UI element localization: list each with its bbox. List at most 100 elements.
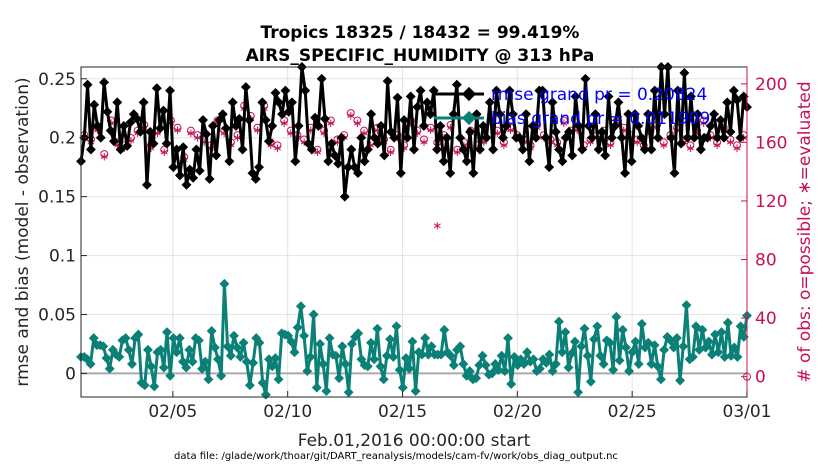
obs-possible-point [100, 150, 109, 159]
obs-evaluated-point: ∗ [632, 135, 642, 149]
y-right-tick-label: 200 [755, 75, 787, 95]
obs-evaluated-point: ∗ [492, 126, 502, 140]
bias-point [181, 362, 192, 373]
bias-point [499, 366, 510, 377]
bias-point [244, 380, 255, 391]
rmse-point [204, 174, 215, 184]
bias-point [158, 362, 169, 373]
bias-point [550, 359, 561, 369]
obs-possible-point [419, 135, 428, 144]
obs-possible-point [160, 145, 169, 154]
obs-possible-point [686, 141, 695, 150]
bias-point [362, 361, 373, 372]
rmse-point [263, 136, 274, 147]
bias-point [184, 344, 195, 355]
x-tick-label: 02/20 [493, 402, 542, 422]
chart-title-line1: Tropics 18325 / 18432 = 99.419% [261, 23, 580, 43]
rmse-point [326, 138, 337, 149]
rmse-point [679, 67, 690, 78]
rmse-point [188, 172, 199, 183]
bias-point [308, 309, 319, 320]
bias-point [197, 363, 208, 374]
obs-evaluated-point: ∗ [252, 123, 262, 137]
x-tick-label: 02/05 [148, 402, 197, 422]
rmse-point [273, 97, 284, 108]
rmse-point [168, 162, 179, 173]
rmse-point [540, 132, 551, 143]
rmse-point [468, 168, 479, 179]
bias-point [305, 351, 316, 362]
rmse-point [165, 85, 175, 96]
obs-evaluated-point: ∗ [619, 123, 629, 137]
bias-point [503, 333, 513, 344]
bias-point [391, 321, 402, 332]
bias-point [726, 350, 737, 361]
rmse-point [287, 97, 297, 108]
rmse-point [99, 77, 110, 88]
y-left-tick-label: 0.1 [49, 247, 76, 267]
rmse-point [389, 132, 400, 143]
bias-point [573, 387, 584, 398]
bias-point [168, 333, 179, 344]
rmse-point [323, 156, 334, 167]
rmse-point [151, 83, 162, 94]
rmse-point [544, 162, 555, 173]
obs-evaluated-point: ∗ [306, 123, 316, 137]
bias-point [337, 341, 348, 352]
bias-point [417, 349, 427, 360]
obs-evaluated-point: ∗ [386, 145, 396, 159]
bias-point [206, 326, 217, 336]
x-tick-label: 02/10 [263, 402, 312, 422]
obs-evaluated-point: ∗ [159, 145, 169, 159]
bias-point [378, 374, 389, 385]
bias-point [353, 328, 364, 339]
bias-point [697, 324, 708, 335]
rmse-point [227, 97, 238, 108]
obs-evaluated-point: ∗ [725, 135, 735, 149]
legend-bias-marker [461, 110, 477, 126]
bias-point [592, 321, 603, 332]
rmse-point [458, 144, 469, 155]
bias-point [346, 339, 357, 349]
rmse-point [639, 144, 650, 155]
bias-point [620, 342, 631, 353]
obs-evaluated-point: ∗ [605, 138, 615, 152]
bias-point [722, 317, 733, 328]
obs-evaluated-point: ∗ [146, 141, 156, 155]
obs-evaluated-point: ∗ [319, 126, 329, 140]
obs-evaluated-point: ∗ [426, 123, 436, 137]
rmse-point [178, 142, 189, 153]
obs-evaluated-point: ∗ [266, 138, 276, 152]
rmse-point [409, 144, 419, 155]
obs-evaluated-point: ∗ [186, 126, 196, 140]
obs-evaluated-point: ∗ [572, 123, 582, 137]
bias-point [496, 350, 507, 361]
bias-point [238, 337, 249, 348]
bias-point [464, 366, 475, 377]
obs-evaluated-point: ∗ [712, 138, 722, 152]
y-left-tick-label: 0 [65, 364, 76, 384]
bias-point [426, 341, 437, 352]
rmse-point [102, 106, 113, 117]
rmse-point [138, 97, 149, 108]
rmse-point [115, 144, 126, 155]
rmse-point [198, 115, 208, 125]
x-axis: 02/05 02/10 02/15 02/20 02/25 03/01 [148, 391, 772, 422]
obs-evaluated-point: ∗ [299, 135, 309, 149]
bias-point [649, 340, 660, 351]
rmse-point [685, 91, 696, 102]
rmse-point [336, 132, 347, 143]
obs-evaluated-point: ∗ [452, 145, 462, 159]
obs-evaluated-point: ∗ [199, 135, 209, 149]
obs-possible-point [659, 138, 668, 147]
obs-evaluated-point: ∗ [219, 126, 229, 140]
rmse-point [257, 97, 268, 108]
obs-evaluated-point: ∗ [326, 116, 336, 130]
y-right-tick-label: 160 [755, 133, 787, 153]
bias-point [289, 347, 300, 358]
rmse-point [329, 150, 340, 161]
bias-point [133, 329, 144, 340]
bias-point [522, 347, 533, 358]
bias-point [477, 350, 488, 361]
rmse-point [405, 91, 416, 102]
